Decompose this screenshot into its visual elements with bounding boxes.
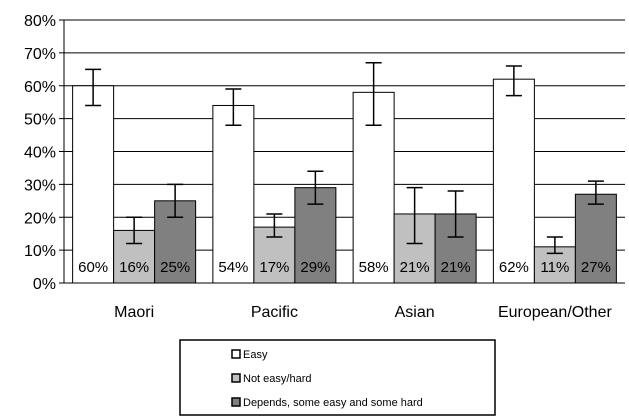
- legend-label: Easy: [243, 349, 268, 361]
- x-category-label: European/Other: [498, 304, 613, 321]
- legend-swatch: [231, 397, 241, 407]
- x-category-label: Asian: [395, 304, 435, 321]
- y-tick-label: 0%: [33, 276, 56, 293]
- legend-label: Not easy/hard: [243, 373, 311, 385]
- error-bars: [85, 61, 604, 255]
- data-label: 60%: [78, 259, 108, 276]
- x-category-label: Maori: [114, 304, 154, 321]
- legend-label: Depends, some easy and some hard: [243, 397, 423, 409]
- data-label: 54%: [218, 259, 248, 276]
- data-label: 27%: [581, 259, 611, 276]
- y-tick-label: 10%: [24, 243, 56, 260]
- data-label: 21%: [441, 259, 471, 276]
- data-label: 29%: [300, 259, 330, 276]
- bar: [492, 78, 535, 284]
- data-label: 11%: [540, 259, 569, 276]
- data-label: 58%: [359, 259, 389, 276]
- data-label: 21%: [400, 259, 430, 276]
- bar: [294, 187, 337, 284]
- axes: [59, 19, 625, 284]
- bar: [72, 85, 115, 284]
- x-category-label: Pacific: [251, 304, 298, 321]
- bars: [72, 78, 617, 284]
- data-label: 62%: [499, 259, 529, 276]
- legend-swatch: [231, 349, 241, 359]
- data-label: 17%: [259, 259, 289, 276]
- y-tick-labels: 0% 10% 20% 30% 40% 50% 60% 70% 80%: [24, 13, 56, 293]
- y-tick-label: 60%: [24, 79, 56, 96]
- legend: Easy Not easy/hard Depends, some easy and …: [179, 339, 496, 416]
- y-tick-label: 50%: [24, 112, 56, 129]
- bar: [212, 104, 255, 284]
- data-labels: 60% 16% 25% 54% 17% 29% 58% 21% 21% 62% 11% 27%: [78, 259, 611, 276]
- y-tick-label: 70%: [24, 46, 56, 63]
- x-category-labels: Maori Pacific Asian European/Other: [114, 304, 612, 321]
- y-tick-label: 20%: [24, 210, 56, 227]
- gridlines: [64, 19, 625, 251]
- y-tick-label: 40%: [24, 145, 56, 162]
- data-label: 25%: [160, 259, 190, 276]
- y-tick-label: 80%: [24, 13, 56, 30]
- y-tick-label: 30%: [24, 177, 56, 194]
- legend-swatch: [231, 373, 241, 383]
- data-label: 16%: [119, 259, 149, 276]
